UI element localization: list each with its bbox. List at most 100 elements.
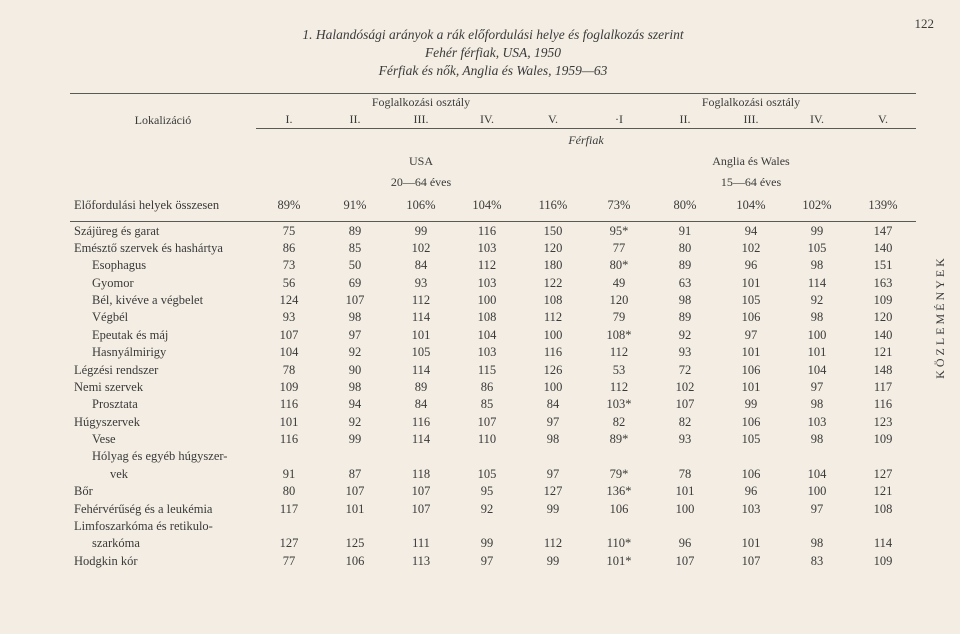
cell: 120 <box>586 292 652 309</box>
cell <box>784 518 850 535</box>
cell: 100 <box>784 327 850 344</box>
cell: 180 <box>520 257 586 274</box>
col-r-6: II. <box>652 111 718 129</box>
cell: 98 <box>784 257 850 274</box>
cell: 124 <box>256 292 322 309</box>
cell: 112 <box>520 535 586 552</box>
cell: 107 <box>652 553 718 570</box>
cell: 115 <box>454 361 520 378</box>
cell: 104 <box>256 344 322 361</box>
cell: 75 <box>256 222 322 240</box>
cell: 95* <box>586 222 652 240</box>
cell: 150 <box>520 222 586 240</box>
cell: 94 <box>718 222 784 240</box>
header-row-ferfiak: Férfiak <box>70 129 916 151</box>
totals-9: 139% <box>850 192 916 222</box>
usa-age: 20—64 éves <box>256 171 586 192</box>
cell: 93 <box>652 431 718 448</box>
totals-8: 102% <box>784 192 850 222</box>
table-row: Prosztata11694848584103*1079998116 <box>70 396 916 413</box>
cell: 107 <box>652 396 718 413</box>
cell: 99 <box>388 222 454 240</box>
row-label: Limfoszarkóma és retikulo- <box>70 518 256 535</box>
cell: 80* <box>586 257 652 274</box>
anglia-label: Anglia és Wales <box>586 150 916 171</box>
col-r-8: IV. <box>784 111 850 129</box>
col-r-2: III. <box>388 111 454 129</box>
cell: 106 <box>718 414 784 431</box>
cell: 147 <box>850 222 916 240</box>
table-row: vek91871181059779*78106104127 <box>70 466 916 483</box>
totals-3: 104% <box>454 192 520 222</box>
cell <box>586 518 652 535</box>
cell: 121 <box>850 344 916 361</box>
cell: 80 <box>652 240 718 257</box>
cell: 98 <box>784 431 850 448</box>
cell: 63 <box>652 275 718 292</box>
cell: 117 <box>256 500 322 517</box>
cell: 49 <box>586 275 652 292</box>
cell: 109 <box>256 379 322 396</box>
cell: 77 <box>256 553 322 570</box>
cell: 111 <box>388 535 454 552</box>
cell: 97 <box>718 327 784 344</box>
cell: 99 <box>718 396 784 413</box>
cell: 98 <box>784 396 850 413</box>
cell: 103 <box>718 500 784 517</box>
totals-7: 104% <box>718 192 784 222</box>
cell: 99 <box>520 500 586 517</box>
title-line-2: Fehér férfiak, USA, 1950 <box>70 44 916 62</box>
row-label: Végbél <box>70 309 256 326</box>
cell: 107 <box>322 483 388 500</box>
cell <box>850 448 916 465</box>
row-label: Hasnyálmirigy <box>70 344 256 361</box>
cell: 105 <box>718 292 784 309</box>
cell: 104 <box>784 361 850 378</box>
cell <box>520 518 586 535</box>
row-label: Emésztő szervek és hashártya <box>70 240 256 257</box>
cell: 122 <box>520 275 586 292</box>
cell <box>388 518 454 535</box>
totals-label: Előfordulási helyek összesen <box>70 192 256 222</box>
table-row: Hólyag és egyéb húgyszer- <box>70 448 916 465</box>
cell: 107 <box>454 414 520 431</box>
row-label: Nemi szervek <box>70 379 256 396</box>
cell <box>256 448 322 465</box>
cell: 105 <box>718 431 784 448</box>
col-lokal: Lokalizáció <box>70 93 256 129</box>
ferfiak-label: Férfiak <box>256 129 916 151</box>
table-row: Húgyszervek10192116107978282106103123 <box>70 414 916 431</box>
table-row: Hodgkin kór771061139799101*10710783109 <box>70 553 916 570</box>
cell: 110 <box>454 431 520 448</box>
cell: 89* <box>586 431 652 448</box>
cell: 113 <box>388 553 454 570</box>
row-label: Vese <box>70 431 256 448</box>
cell: 96 <box>718 483 784 500</box>
table-row: Végbél9398114108112798910698120 <box>70 309 916 326</box>
cell: 127 <box>256 535 322 552</box>
cell: 93 <box>388 275 454 292</box>
cell: 125 <box>322 535 388 552</box>
cell: 79* <box>586 466 652 483</box>
row-label: Esophagus <box>70 257 256 274</box>
cell: 89 <box>322 222 388 240</box>
cell: 140 <box>850 240 916 257</box>
totals-4: 116% <box>520 192 586 222</box>
cell: 106 <box>718 466 784 483</box>
col-r-0: I. <box>256 111 322 129</box>
row-label: Fehérvérűség és a leukémia <box>70 500 256 517</box>
cell: 89 <box>652 309 718 326</box>
cell: 118 <box>388 466 454 483</box>
cell: 112 <box>520 309 586 326</box>
cell: 108 <box>850 500 916 517</box>
cell: 97 <box>322 327 388 344</box>
cell: 98 <box>322 309 388 326</box>
cell: 98 <box>520 431 586 448</box>
cell: 100 <box>784 483 850 500</box>
table-row: Fehérvérűség és a leukémia11710110792991… <box>70 500 916 517</box>
cell: 109 <box>850 553 916 570</box>
cell: 90 <box>322 361 388 378</box>
usa-label: USA <box>256 150 586 171</box>
cell: 96 <box>652 535 718 552</box>
cell: 120 <box>850 309 916 326</box>
